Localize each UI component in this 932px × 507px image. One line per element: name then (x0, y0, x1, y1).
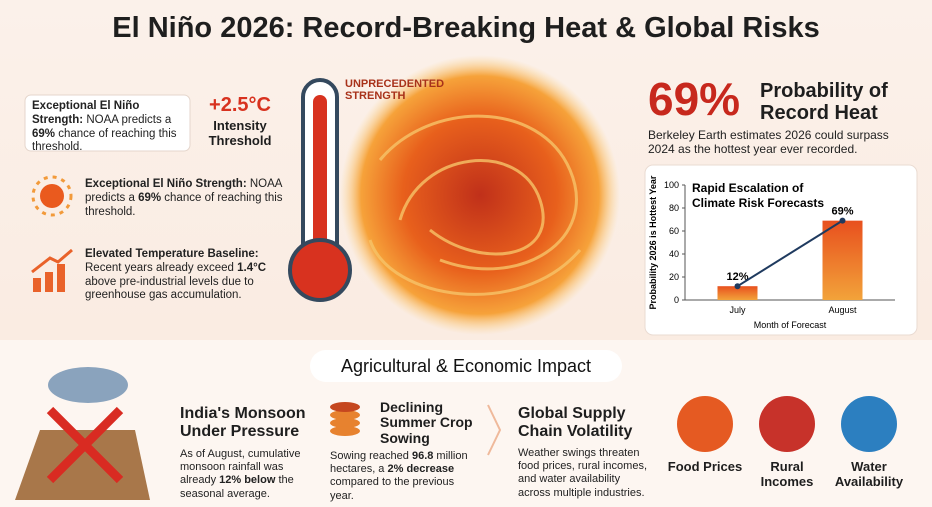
sun-icon (31, 175, 73, 217)
info-heading: Exceptional El Niño Strength: (85, 178, 247, 190)
risk-icon (841, 396, 897, 452)
value-label: 12% (726, 271, 748, 283)
fire-swirl (340, 55, 620, 335)
text-segment: million hectares, a (330, 450, 468, 476)
chart-title: Rapid Escalation of Climate Risk Forecast… (692, 181, 824, 210)
growth-icon (31, 248, 73, 292)
risk-icon (759, 396, 815, 452)
bold-text: 2% decrease (387, 463, 455, 476)
intensity-label: Intensity Threshold (208, 118, 272, 148)
impact-text: As of August, cumulative monsoon rainfal… (180, 448, 315, 501)
page-title: El Niño 2026: Record-Breaking Heat & Glo… (112, 12, 820, 44)
risk-label: Water Availability (834, 459, 904, 489)
risk-label: Rural Incomes (760, 459, 814, 489)
risk-label: Food Prices (667, 459, 743, 474)
trend-point (839, 217, 846, 224)
impact-text: Weather swings threaten food prices, rur… (518, 447, 653, 500)
text-segment: Weather swings threaten food prices, rur… (518, 447, 647, 499)
x-axis-label: Month of Forecast (754, 320, 827, 330)
info-heading: Exceptional El Niño Strength: (32, 100, 140, 126)
trend-point (734, 283, 741, 290)
text-segment: As of August, cumulative monsoon rainfal… (180, 448, 301, 487)
bold-text: 1.4°C (237, 261, 267, 274)
impact-text: Sowing reached 96.8 million hectares, a … (330, 450, 475, 503)
info-item: Exceptional El Niño Strength: NOAA predi… (85, 178, 285, 219)
section-pill (310, 350, 622, 382)
info-item: Elevated Temperature Baseline: Recent ye… (85, 248, 290, 303)
bold-text: 69% (138, 191, 162, 204)
x-tick-label: July (729, 305, 746, 315)
text-segment: chance of reaching this threshold. (85, 191, 283, 218)
bold-text: 12% below (219, 474, 276, 487)
impact-heading: India's Monsoon Under Pressure (180, 405, 306, 440)
section-title: Agricultural & Economic Impact (340, 356, 592, 376)
text-segment: compared to the previous year. (330, 476, 455, 502)
bar (717, 286, 758, 300)
coin-icon (330, 402, 360, 436)
chart: Rapid Escalation of Climate Risk Forecast… (648, 175, 895, 330)
swirl-lines (368, 114, 582, 296)
text-segment: above pre-industrial levels due to green… (85, 275, 254, 302)
y-tick-label: 0 (674, 295, 679, 305)
intensity-value: +2.5°C (209, 94, 271, 116)
text-segment: the seasonal average. (180, 474, 294, 500)
monsoon-icon (15, 367, 150, 500)
impact-heading: Declining Summer Crop Sowing (380, 399, 473, 446)
thermometer (288, 78, 352, 302)
y-tick-label: 20 (669, 272, 679, 282)
info-heading: Elevated Temperature Baseline: (85, 248, 259, 260)
bold-text: 96.8 (411, 450, 434, 462)
bold-text: 69% (32, 127, 56, 140)
trend-line (736, 219, 844, 288)
text-segment: NOAA predicts a (85, 178, 282, 204)
risk-icon (677, 396, 733, 452)
x-tick-label: August (828, 305, 857, 315)
y-axis-label: Probability 2026 is Hottest Year (648, 175, 658, 309)
impact-heading: Global Supply Chain Volatility (518, 405, 633, 440)
record-value: 69% (648, 73, 741, 125)
value-label: 69% (831, 206, 853, 218)
bar (822, 220, 863, 300)
y-tick-label: 100 (664, 180, 679, 190)
text-segment: chance of reaching this threshold. (32, 127, 177, 154)
record-heading: Probability of Record Heat (760, 80, 888, 124)
record-text: Berkeley Earth estimates 2026 could surp… (648, 128, 889, 157)
info-item: Exceptional El Niño Strength: NOAA predi… (32, 100, 192, 155)
y-tick-label: 40 (669, 249, 679, 259)
info-box (24, 94, 191, 152)
text-segment: Sowing reached (330, 450, 412, 462)
text-segment: NOAA predicts a (86, 113, 172, 126)
arrow (487, 404, 502, 456)
y-tick-label: 80 (669, 203, 679, 213)
y-tick-label: 60 (669, 226, 679, 236)
thermo-label: UNPRECEDENTED STRENGTH (345, 78, 445, 102)
text-segment: Recent years already exceed (85, 261, 238, 274)
